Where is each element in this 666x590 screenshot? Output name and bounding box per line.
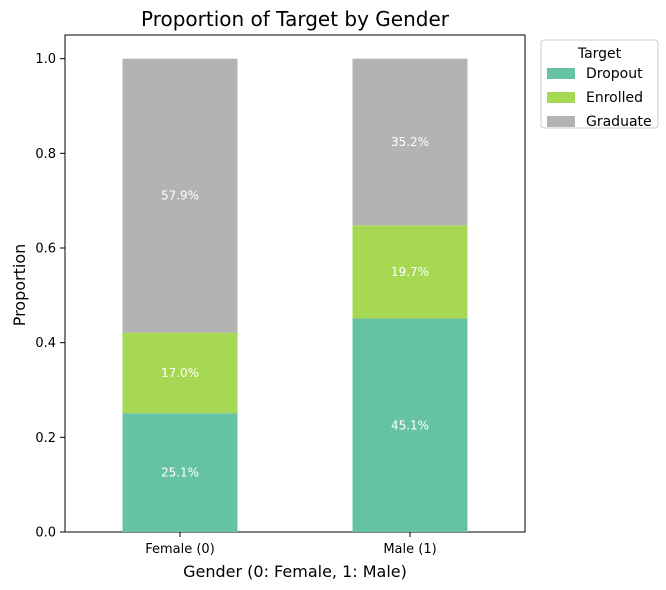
chart-title: Proportion of Target by Gender [141, 7, 450, 31]
legend-label: Enrolled [586, 90, 643, 106]
y-tick-label: 0.2 [35, 431, 56, 446]
bar-data-label: 57.9% [161, 189, 199, 203]
bar-data-label: 19.7% [391, 265, 429, 279]
x-axis: Female (0) Male (1) [145, 532, 437, 557]
y-tick-label: 1.0 [35, 52, 56, 67]
bar-segment-dropout [122, 413, 238, 532]
y-tick-label: 0.8 [35, 147, 56, 162]
y-axis: 0.0 0.2 0.4 0.6 0.8 1.0 [35, 52, 65, 541]
legend-label: Graduate [586, 114, 652, 130]
y-tick-label: 0.4 [35, 336, 56, 351]
plot-frame [64, 34, 526, 533]
bar-data-label: 45.1% [391, 418, 429, 432]
bar-segment-dropout [352, 318, 468, 532]
bar-data-label: 25.1% [161, 466, 199, 480]
bar-segment-enrolled [122, 332, 238, 414]
legend-title: Target [577, 46, 622, 62]
legend-swatch-dropout [547, 68, 575, 79]
bars: 25.1% 17.0% 57.9% 45.1% 19.7% 35.2% [122, 58, 468, 532]
bar-data-label: 35.2% [391, 135, 429, 149]
legend-swatch-enrolled [547, 92, 575, 103]
bar-segment-enrolled [352, 225, 468, 319]
y-tick-label: 0.6 [35, 242, 56, 257]
y-tick-label: 0.0 [35, 526, 56, 541]
x-tick-label: Male (1) [383, 542, 436, 557]
bar-segment-graduate [122, 58, 238, 333]
legend-swatch-graduate [547, 116, 575, 127]
x-axis-title: Gender (0: Female, 1: Male) [183, 562, 407, 581]
y-axis-title: Proportion [10, 244, 29, 327]
bar-data-label: 17.0% [161, 366, 199, 380]
legend-label: Dropout [586, 66, 643, 82]
legend: Target Dropout Enrolled Graduate [540, 39, 659, 130]
x-tick-label: Female (0) [145, 542, 215, 557]
legend-frame [540, 39, 659, 129]
bar-segment-graduate [352, 58, 468, 226]
